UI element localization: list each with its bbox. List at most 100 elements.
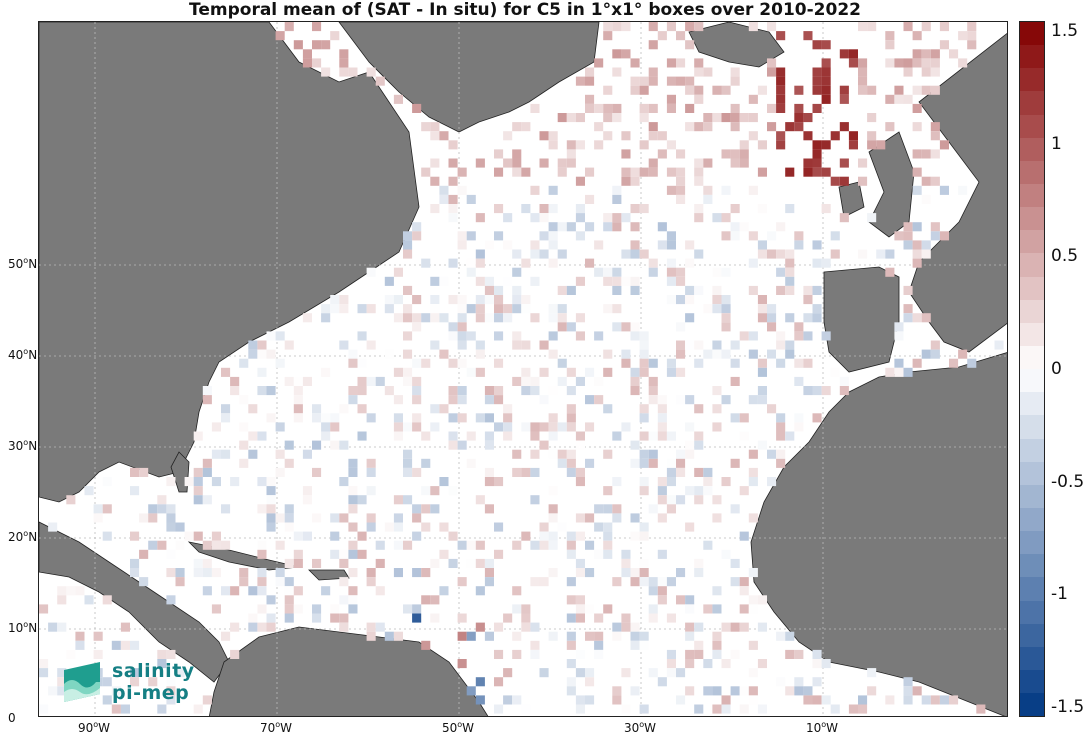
data-cell xyxy=(721,185,731,195)
data-cell xyxy=(239,458,249,468)
data-cell xyxy=(193,486,203,496)
data-cell xyxy=(648,431,658,441)
data-cell xyxy=(621,249,631,259)
data-cell xyxy=(821,204,831,214)
data-cell xyxy=(812,695,822,705)
data-cell xyxy=(912,358,922,368)
data-cell xyxy=(557,522,567,532)
data-cell xyxy=(548,131,558,141)
data-cell xyxy=(403,231,413,241)
data-cell xyxy=(284,613,294,623)
data-cell xyxy=(312,513,322,523)
data-cell xyxy=(894,85,904,95)
data-cell xyxy=(530,431,540,441)
data-cell xyxy=(575,231,585,241)
data-cell xyxy=(694,85,704,95)
data-cell xyxy=(475,540,485,550)
colorbar-step xyxy=(1020,114,1044,138)
data-cell xyxy=(767,349,777,359)
data-cell xyxy=(703,604,713,614)
data-cell xyxy=(148,677,158,687)
data-cell xyxy=(484,631,494,641)
data-cell xyxy=(120,704,130,714)
data-cell xyxy=(284,376,294,386)
data-cell xyxy=(776,76,786,86)
data-cell xyxy=(312,440,322,450)
data-cell xyxy=(348,467,358,477)
data-cell xyxy=(639,522,649,532)
data-cell xyxy=(466,231,476,241)
data-cell xyxy=(730,458,740,468)
data-cell xyxy=(484,395,494,405)
data-cell xyxy=(557,285,567,295)
data-cell xyxy=(594,103,604,113)
data-cell xyxy=(512,304,522,314)
data-cell xyxy=(894,231,904,241)
data-cell xyxy=(421,167,431,177)
data-cell xyxy=(794,240,804,250)
data-cell xyxy=(403,285,413,295)
data-cell xyxy=(484,295,494,305)
data-cell xyxy=(348,504,358,514)
data-cell xyxy=(703,185,713,195)
data-cell xyxy=(612,695,622,705)
data-cell xyxy=(339,558,349,568)
data-cell xyxy=(548,349,558,359)
data-cell xyxy=(776,85,786,95)
data-cell xyxy=(339,477,349,487)
data-cell xyxy=(575,477,585,487)
data-cell xyxy=(921,22,931,32)
data-cell xyxy=(302,449,312,459)
data-cell xyxy=(321,586,331,596)
data-cell xyxy=(739,622,749,632)
data-cell xyxy=(803,31,813,41)
data-cell xyxy=(412,531,422,541)
data-cell xyxy=(421,640,431,650)
longitude-label: 10oW xyxy=(805,720,839,735)
data-cell xyxy=(739,486,749,496)
data-cell xyxy=(484,504,494,514)
data-cell xyxy=(448,295,458,305)
data-cell xyxy=(139,549,149,559)
data-cell xyxy=(457,395,467,405)
colorbar-step xyxy=(1020,91,1044,115)
data-cell xyxy=(221,413,231,423)
data-cell xyxy=(293,558,303,568)
data-cell xyxy=(512,267,522,277)
data-cell xyxy=(612,103,622,113)
data-cell xyxy=(412,376,422,386)
data-cell xyxy=(739,140,749,150)
data-cell xyxy=(676,31,686,41)
data-cell xyxy=(894,358,904,368)
data-cell xyxy=(630,386,640,396)
data-cell xyxy=(466,304,476,314)
data-cell xyxy=(639,103,649,113)
data-cell xyxy=(730,340,740,350)
data-cell xyxy=(876,249,886,259)
data-cell xyxy=(348,386,358,396)
data-cell xyxy=(102,477,112,487)
data-cell xyxy=(503,158,513,168)
data-cell xyxy=(421,522,431,532)
data-cell xyxy=(794,677,804,687)
data-cell xyxy=(275,31,285,41)
colorbar-step xyxy=(1020,600,1044,624)
data-cell xyxy=(312,22,322,32)
data-cell xyxy=(794,122,804,132)
data-cell xyxy=(566,367,576,377)
data-cell xyxy=(885,267,895,277)
data-cell xyxy=(657,477,667,487)
data-cell xyxy=(548,258,558,268)
data-cell xyxy=(621,176,631,186)
data-cell xyxy=(339,622,349,632)
data-cell xyxy=(566,422,576,432)
colorbar-step xyxy=(1020,230,1044,254)
data-cell xyxy=(585,395,595,405)
data-cell xyxy=(366,486,376,496)
data-cell xyxy=(757,313,767,323)
data-cell xyxy=(821,695,831,705)
data-cell xyxy=(339,577,349,587)
data-cell xyxy=(630,276,640,286)
data-cell xyxy=(439,404,449,414)
data-cell xyxy=(166,695,176,705)
